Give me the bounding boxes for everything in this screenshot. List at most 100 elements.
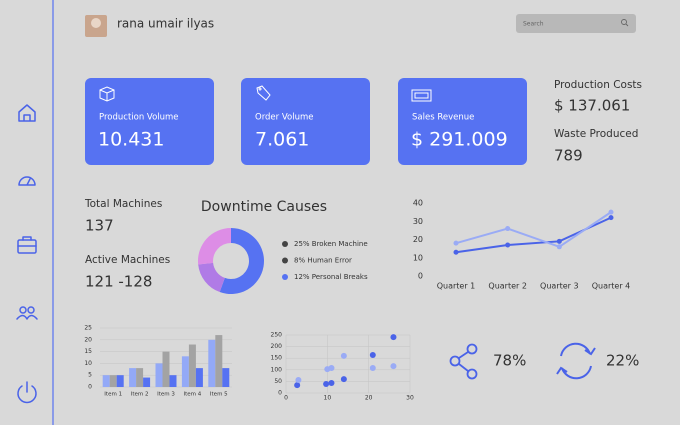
point [608,215,614,221]
x-tick-label: 10 [324,395,332,402]
point [505,226,511,232]
chart-title: Downtime Causes [201,199,327,215]
y-tick-label: 15 [84,348,92,355]
y-tick-label: 5 [88,372,92,379]
bar [136,368,144,387]
card-bg [398,78,527,165]
stat-label: Production Costs [554,79,642,91]
x-tick-label: Item 4 [184,392,202,398]
legend-dot [282,257,288,264]
point [295,377,302,384]
legend-label: 8% Human Error [294,257,352,265]
bar [181,356,189,387]
point [390,334,397,341]
nav-gauge[interactable] [18,176,36,186]
card-bg [85,78,214,165]
legend-dot [282,274,288,280]
nav-people[interactable] [16,306,38,320]
nav-power[interactable] [17,381,37,404]
bar [169,375,177,387]
bar [155,363,163,387]
point [340,376,347,383]
x-tick-label: Item 2 [131,392,149,398]
card: Order Volume 7.061 [241,78,370,165]
bar [116,375,124,387]
nav-briefcase[interactable] [17,236,37,254]
share-value: 78% [493,352,526,370]
x-tick-label: Quarter 3 [540,282,579,291]
point [453,249,459,255]
bar [215,335,223,387]
bar [208,339,216,387]
card-icon [256,85,271,101]
x-tick-label: Item 1 [104,392,122,398]
search-box[interactable] [516,14,636,33]
y-tick-label: 0 [418,272,423,281]
nav-home[interactable] [18,104,36,122]
donut-slice [219,228,264,294]
refresh-icon [556,342,596,380]
card: Sales Revenue $ 291.009 [398,78,527,165]
y-tick-label: 30 [413,217,423,226]
point [328,380,335,387]
donut-slice [198,228,231,265]
point [453,240,459,246]
point [340,352,347,359]
x-tick-label: 20 [365,395,373,402]
stat-value: 137 [85,217,114,235]
card-value: $ 291.009 [411,129,508,151]
card-title: Sales Revenue [412,113,474,123]
bar [129,368,137,387]
point [390,363,397,370]
point [328,364,335,371]
bar [109,375,117,387]
x-tick-label: Quarter 1 [437,282,476,291]
y-tick-label: 200 [271,343,283,350]
search-icon[interactable] [621,19,629,27]
y-tick-label: 20 [84,336,92,343]
avatar-face [91,18,101,28]
point [369,351,376,358]
point [505,242,511,248]
y-tick-label: 50 [274,378,282,385]
search-placeholder: Search [523,21,544,28]
legend-label: 12% Personal Breaks [294,273,368,281]
y-tick-label: 0 [278,390,282,397]
y-tick-label: 10 [84,360,92,367]
x-tick-label: 30 [406,395,414,402]
bar [188,344,196,387]
point [608,209,614,215]
point [323,380,330,387]
user-name: rana umair ilyas [117,17,214,31]
refresh-value: 22% [606,352,639,370]
y-tick-label: 250 [271,332,283,339]
y-tick-label: 25 [84,325,92,332]
x-tick-label: Item 3 [157,392,175,398]
card-value: 7.061 [255,129,309,151]
stat-label: Total Machines [84,198,162,210]
card-title: Production Volume [99,113,179,123]
card-icon [411,89,432,102]
point [556,238,562,244]
y-tick-label: 40 [413,199,423,208]
bar [222,368,230,387]
x-tick-label: Item 5 [210,392,228,398]
x-tick-label: 0 [284,395,288,402]
point [369,364,376,371]
card-icon [99,86,115,102]
bar [162,351,170,387]
legend-dot [282,241,288,247]
stat-value: 789 [554,147,583,165]
stat-value: $ 137.061 [554,97,630,115]
stat-label: Active Machines [85,254,170,266]
card-bg [241,78,370,165]
x-tick-label: Quarter 4 [592,282,631,291]
point [556,244,562,250]
bar [195,368,203,387]
point [294,382,301,389]
line [455,211,612,248]
y-tick-label: 0 [88,384,92,391]
share-icon [449,343,478,380]
stat-value: 121 -128 [85,273,152,291]
